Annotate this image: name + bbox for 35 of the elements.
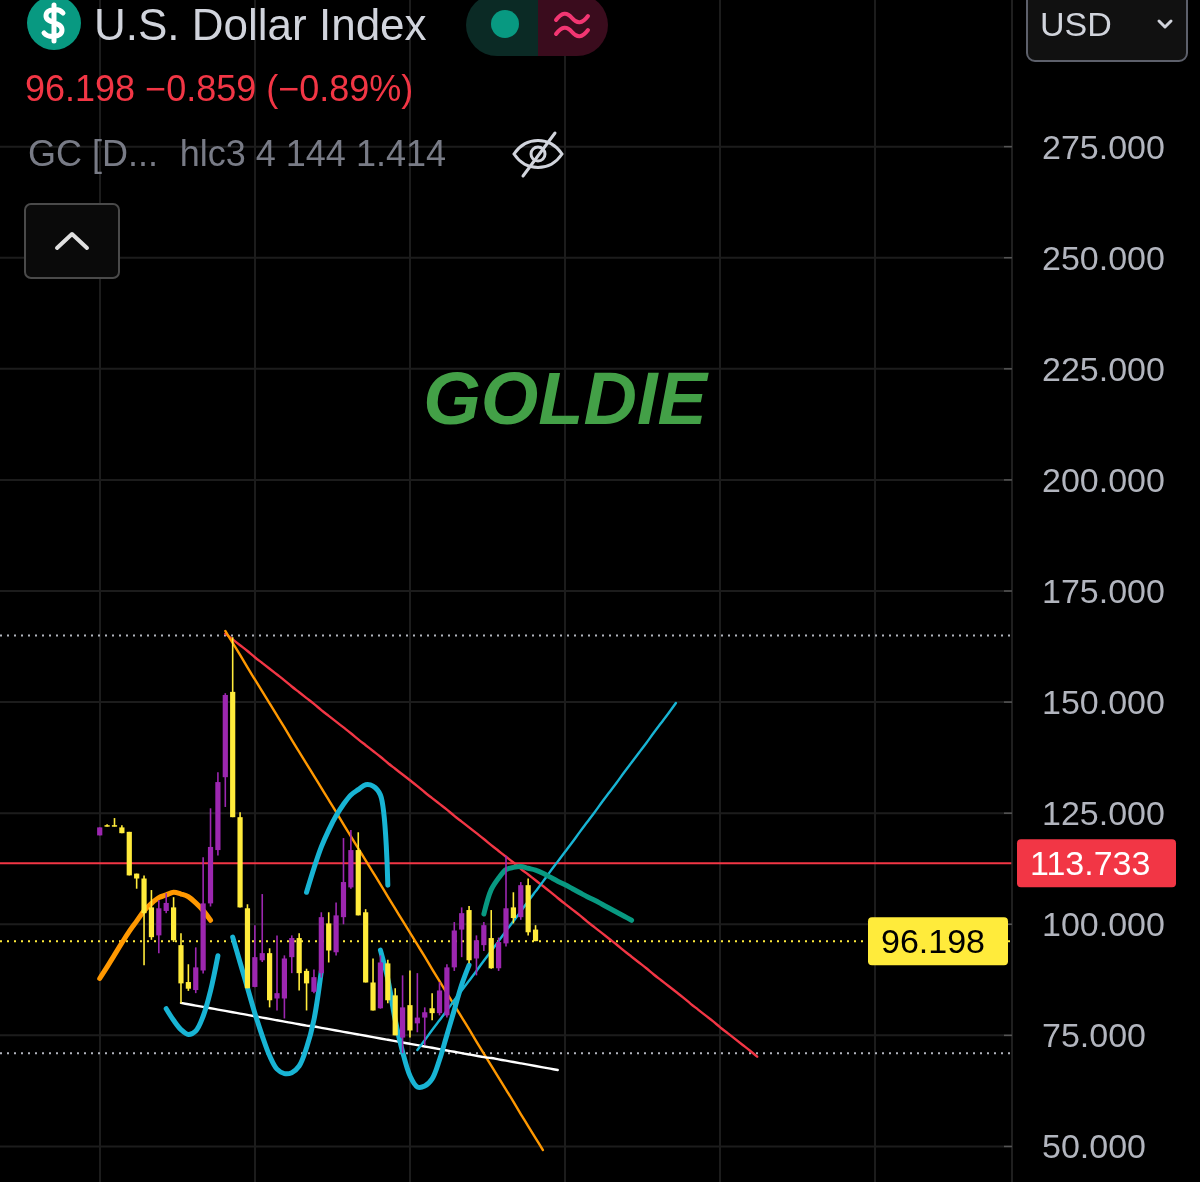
text: 96.198 −0.859 (−0.89%) <box>25 67 414 109</box>
candlestick <box>422 1006 428 1046</box>
candlestick <box>259 893 265 963</box>
candlestick <box>289 934 295 974</box>
candlestick <box>185 963 191 992</box>
annotation: GOLDIE <box>423 356 710 440</box>
y-tick-label: 200.000 <box>1042 460 1165 499</box>
y-tick-label: 150.000 <box>1042 683 1165 722</box>
y-axis-title: USD <box>1040 5 1112 43</box>
y-tick-label: 75.000 <box>1042 1016 1146 1055</box>
candlestick <box>274 934 280 1012</box>
candlestick <box>311 968 317 994</box>
candlestick <box>459 906 465 958</box>
y-tick-label: 100.000 <box>1042 905 1165 944</box>
ref-line-label: 96.198 <box>881 922 985 961</box>
candlestick <box>436 981 443 1017</box>
y-tick-label: 50.000 <box>1042 1127 1146 1166</box>
candlestick <box>510 891 516 925</box>
candlestick <box>193 946 199 994</box>
y-tick-label: 175.000 <box>1042 572 1165 610</box>
chart-title: U.S. Dollar Index <box>94 0 427 49</box>
y-tick-label: 250.000 <box>1042 238 1165 277</box>
y-tick-label: 225.000 <box>1042 349 1165 388</box>
annotation: hlc3 4 144 1.414 <box>179 132 446 174</box>
candlestick <box>473 934 480 977</box>
candlestick <box>481 921 487 952</box>
candlestick <box>303 967 310 1012</box>
line-series <box>179 1001 559 1072</box>
annotation: GC [D... <box>28 132 159 174</box>
y-tick-label: 275.000 <box>1042 127 1165 166</box>
y-tick-label: 125.000 <box>1042 794 1165 833</box>
ref-line-label: 113.733 <box>1030 844 1151 883</box>
line-series <box>224 629 545 1152</box>
candlestick <box>429 992 435 1022</box>
candlestick <box>163 892 169 914</box>
